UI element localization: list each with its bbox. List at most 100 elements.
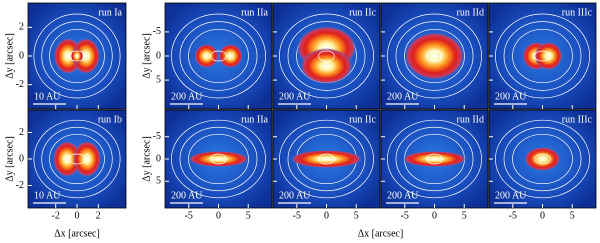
x-axis-label: Δx [arcsec]	[54, 228, 100, 239]
contour	[33, 119, 121, 199]
x-tick-label: 0	[75, 210, 80, 221]
contour	[179, 126, 258, 192]
y-tick-label: 0	[19, 50, 24, 61]
contour	[387, 13, 482, 99]
emission	[524, 147, 561, 171]
contour	[279, 13, 374, 99]
x-tick-label: 5	[354, 210, 359, 221]
scale-label: 10 AU	[34, 190, 61, 201]
y-axis-label: Δy [arcsec]	[4, 33, 15, 79]
y-tick-label: 2	[19, 127, 24, 138]
scale-label: 200 AU	[279, 190, 311, 201]
contour	[68, 50, 86, 62]
x-tick-label: 5	[246, 210, 251, 221]
y-tick-label: 5	[156, 176, 161, 187]
contour	[534, 50, 551, 62]
emission	[71, 48, 83, 64]
y-tick-label: 0	[19, 153, 24, 164]
contour	[287, 126, 366, 192]
scale-label: 200 AU	[495, 91, 527, 102]
x-tick-label: 0	[540, 210, 545, 221]
contour	[188, 28, 249, 84]
x-tick-label: -5	[401, 210, 409, 221]
contour	[426, 153, 443, 165]
x-tick-label: 0	[432, 210, 437, 221]
panel-label: run Ib	[98, 114, 122, 125]
y-tick-label: 5	[156, 74, 161, 85]
scale-label: 10 AU	[34, 91, 61, 102]
scale-label: 200 AU	[171, 91, 203, 102]
emission	[73, 141, 101, 177]
y-tick-label: -5	[153, 26, 161, 37]
panel-label: run IIa	[241, 114, 268, 125]
x-tick-label: -2	[52, 210, 60, 221]
contour	[33, 13, 121, 99]
y-tick-label: -5	[153, 131, 161, 142]
contour	[41, 21, 113, 91]
y-tick-label: -2	[16, 180, 24, 191]
emission	[290, 150, 363, 168]
emission	[53, 141, 81, 177]
contour	[395, 126, 474, 192]
contour	[512, 133, 573, 185]
x-tick-label: -5	[185, 210, 193, 221]
contour	[287, 21, 366, 91]
contour	[495, 119, 590, 199]
emission	[402, 151, 467, 167]
contour	[210, 153, 227, 165]
scale-label: 200 AU	[171, 190, 203, 201]
contour	[279, 119, 374, 199]
emission	[300, 48, 353, 84]
panel-label: run IId	[457, 7, 485, 18]
contour	[387, 119, 482, 199]
scale-label: 200 AU	[387, 91, 419, 102]
contour	[210, 50, 227, 62]
x-tick-label: 5	[570, 210, 575, 221]
contour	[503, 21, 582, 91]
contour	[41, 126, 113, 192]
emission	[404, 32, 465, 80]
emission	[194, 44, 219, 68]
contour	[395, 21, 474, 91]
contour	[171, 13, 266, 99]
emission	[534, 42, 563, 70]
panel-label: run IIc	[349, 114, 376, 125]
contour	[534, 153, 551, 165]
panel-label: run IIc	[349, 7, 376, 18]
x-axis-label: Δx [arcsec]	[358, 228, 404, 239]
scale-label: 200 AU	[279, 91, 311, 102]
y-axis-label: Δy [arcsec]	[4, 136, 15, 182]
x-tick-label: 0	[216, 210, 221, 221]
y-axis-label: Δy [arcsec]	[141, 136, 152, 182]
emission	[188, 151, 249, 167]
y-tick-label: 0	[156, 153, 161, 164]
y-axis-label: Δy [arcsec]	[141, 33, 152, 79]
y-tick-label: 0	[156, 50, 161, 61]
panel-label: run Ia	[98, 7, 122, 18]
x-tick-label: 2	[96, 210, 101, 221]
contour	[503, 126, 582, 192]
x-tick-label: 5	[462, 210, 467, 221]
emission	[218, 44, 243, 68]
contour	[179, 21, 258, 91]
scale-label: 200 AU	[387, 190, 419, 201]
panel-label: run IIa	[241, 7, 268, 18]
panel-label: run IId	[457, 114, 485, 125]
contour	[49, 133, 105, 185]
panel-label: run IIIc	[562, 114, 593, 125]
x-tick-label: 0	[324, 210, 329, 221]
y-tick-label: 2	[19, 22, 24, 33]
panel-label: run IIIc	[562, 7, 593, 18]
y-tick-label: -2	[16, 79, 24, 90]
contour	[495, 13, 590, 99]
contour	[49, 28, 105, 84]
x-tick-label: -5	[293, 210, 301, 221]
contour	[512, 28, 573, 84]
contour	[68, 153, 86, 165]
emission	[72, 38, 100, 74]
contour	[171, 119, 266, 199]
scale-label: 200 AU	[495, 190, 527, 201]
contour	[426, 50, 443, 62]
x-tick-label: -5	[509, 210, 517, 221]
